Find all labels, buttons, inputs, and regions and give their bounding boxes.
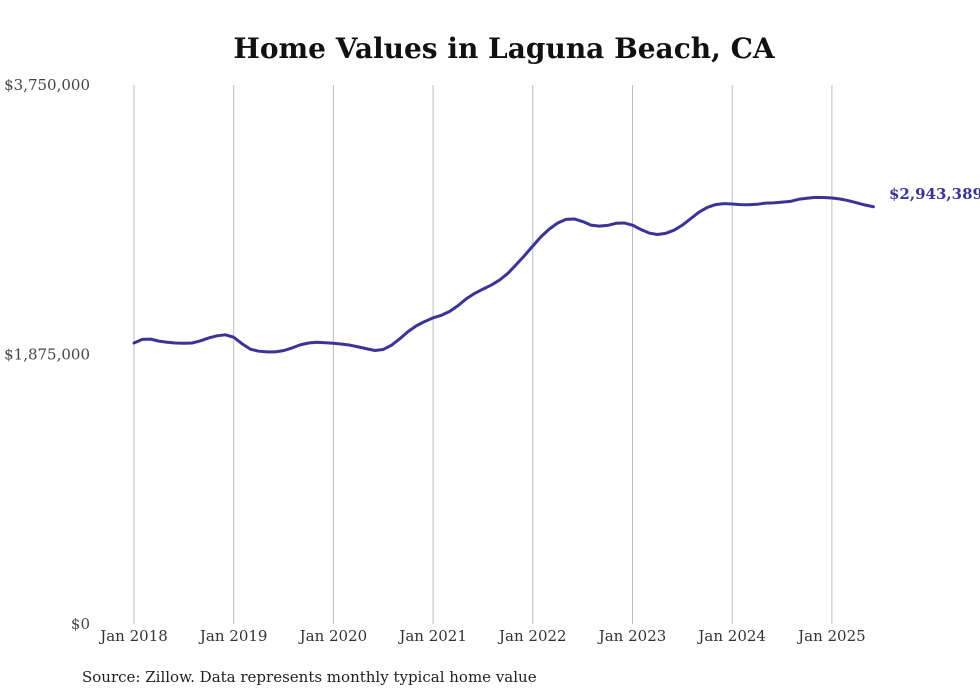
gridlines bbox=[133, 85, 833, 624]
source-note: Source: Zillow. Data represents monthly … bbox=[82, 668, 537, 686]
x-axis-ticks: Jan 2018 Jan 2019 Jan 2020 Jan 2021 Jan 2022… bbox=[98, 627, 865, 645]
x-tick-label: Jan 2019 bbox=[198, 627, 268, 645]
x-tick-label: Jan 2023 bbox=[597, 627, 667, 645]
y-tick-label: $0 bbox=[71, 615, 90, 633]
x-tick-label: Jan 2020 bbox=[298, 627, 368, 645]
x-tick-label: Jan 2018 bbox=[98, 627, 168, 645]
y-axis-ticks: $0 $1,875,000 $3,750,000 bbox=[4, 76, 90, 633]
y-tick-label: $1,875,000 bbox=[4, 346, 90, 364]
x-tick-label: Jan 2022 bbox=[497, 627, 567, 645]
x-tick-label: Jan 2021 bbox=[397, 627, 467, 645]
end-value-label: $2,943,389 bbox=[889, 185, 980, 203]
y-tick-label: $3,750,000 bbox=[4, 76, 90, 94]
chart-title: Home Values in Laguna Beach, CA bbox=[233, 32, 776, 65]
x-tick-label: Jan 2025 bbox=[796, 627, 866, 645]
series-line bbox=[132, 195, 875, 354]
x-tick-label: Jan 2024 bbox=[696, 627, 766, 645]
